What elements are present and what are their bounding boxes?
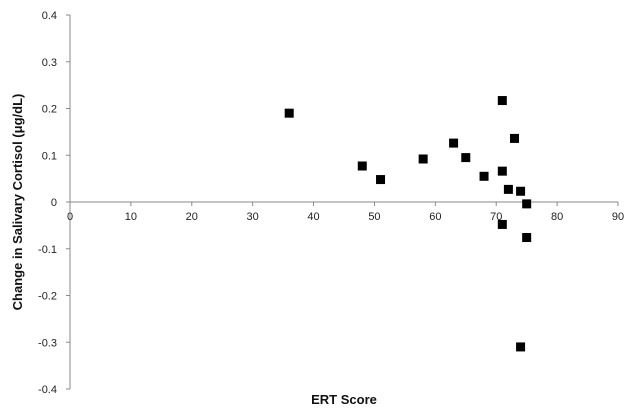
data-point [497,219,507,229]
y-axis-title: Change in Salivary Cortisol (μg/dL) [10,94,25,311]
y-tick-label: 0.2 [42,104,57,116]
x-tick-label: 0 [67,211,73,223]
y-tick-label: 0.3 [42,57,57,69]
data-point [509,133,519,143]
y-tick-label: -0.2 [38,291,57,303]
x-tick-label: 90 [612,211,624,223]
data-point [376,175,386,185]
x-tick-label: 50 [368,211,380,223]
x-axis: 0 10 20 30 40 50 60 70 80 90 [67,201,624,223]
data-point [503,184,513,194]
data-point [418,154,428,164]
data-point [522,233,532,243]
data-point [522,199,532,209]
data-point [516,186,526,196]
y-tick-labels: 0.4 0.3 0.2 0.1 0 -0.1 -0.2 -0.3 -0.4 [38,10,70,396]
y-tick-label: 0.1 [42,150,57,162]
x-tick-label: 20 [186,211,198,223]
y-tick-label: 0.4 [42,10,57,22]
data-points [284,96,532,352]
x-tick-label: 10 [125,211,137,223]
data-point [449,138,459,148]
y-tick-label: -0.4 [38,384,57,396]
x-tick-labels: 0 10 20 30 40 50 60 70 80 90 [67,202,624,223]
data-point [357,161,367,171]
data-point [516,342,526,352]
y-tick-label: 0 [51,197,57,209]
data-point [497,166,507,176]
data-point [284,108,294,118]
data-point [497,96,507,106]
x-tick-label: 30 [247,211,259,223]
y-axis: 0.4 0.3 0.2 0.1 0 -0.1 -0.2 -0.3 -0.4 [38,10,71,396]
x-tick-label: 80 [551,211,563,223]
y-tick-label: -0.3 [38,337,57,349]
x-axis-title: ERT Score [311,392,377,407]
y-tick-label: -0.1 [38,244,57,256]
data-point [479,171,489,181]
x-tick-label: 40 [307,211,319,223]
x-tick-label: 60 [429,211,441,223]
data-point [461,153,471,163]
